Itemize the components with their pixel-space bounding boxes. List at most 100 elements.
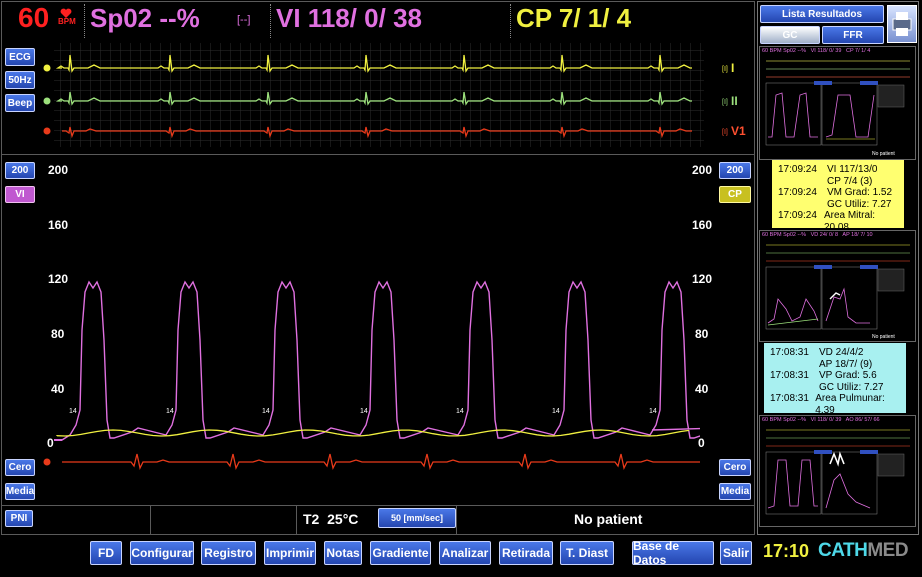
right-scale-80: 80	[695, 327, 709, 341]
left-scale-button[interactable]: 200	[5, 162, 35, 179]
result-value: GC Utiliz: 7.27	[827, 198, 892, 210]
print-results-icon[interactable]	[887, 5, 917, 43]
result-thumbnail-2[interactable]: 60 BPM Sp02 --% VD 24/ 0/ 8 AP 18/ 7/ 10…	[759, 230, 916, 342]
pullback-button[interactable]: Retirada	[499, 541, 553, 565]
left-mean-button[interactable]: Media	[5, 483, 35, 500]
result-time	[770, 359, 819, 371]
left-scale-120: 120	[48, 272, 69, 286]
header-divider	[84, 4, 85, 38]
right-zero-button[interactable]: Cero	[719, 459, 751, 476]
ecg-traces	[43, 54, 692, 139]
result-row: AP 18/7/ (9)	[770, 359, 900, 371]
left-scale-40: 40	[51, 382, 65, 396]
record-button[interactable]: Registro	[201, 541, 256, 565]
database-button[interactable]: Base de Datos	[632, 539, 714, 567]
right-mean-button[interactable]: Media	[719, 483, 751, 500]
result-value: VM Grad: 1.52	[827, 187, 893, 198]
vi-channel-button[interactable]: VI	[5, 186, 35, 203]
right-scale-0: 0	[698, 436, 705, 450]
result-value: VD 24/4/2	[819, 347, 864, 358]
right-scale-40: 40	[695, 382, 709, 396]
cp-pressure-trace	[56, 429, 690, 437]
result-value: VP Grad: 5.6	[819, 370, 877, 381]
exit-button[interactable]: Salir	[720, 541, 752, 565]
result-row: 17:08:31 VP Grad: 5.6	[770, 370, 900, 382]
left-zero-button[interactable]: Cero	[5, 459, 35, 476]
beat-marker: 14	[456, 408, 464, 415]
status-divider	[456, 506, 457, 535]
lead-ii-label: II	[731, 94, 738, 108]
result-card-1[interactable]: 17:09:24 VI 117/13/0 CP 7/4 (3) 17:09:24 VM …	[772, 160, 904, 233]
ecg-waveform-area	[43, 43, 704, 147]
print-button[interactable]: Imprimir	[264, 541, 316, 565]
result-time: 17:08:31	[770, 393, 809, 404]
thumbnail-traces	[765, 429, 910, 515]
lead-marker	[43, 97, 51, 105]
filter-50hz-button[interactable]: 50Hz	[5, 71, 35, 89]
right-scale-160: 160	[692, 218, 713, 232]
tab-ffr[interactable]: FFR	[822, 26, 884, 44]
spo2-readout: Sp02 --%	[90, 3, 200, 33]
result-row: CP 7/4 (3)	[778, 176, 898, 188]
right-scale-200: 200	[692, 163, 713, 177]
result-value: CP 7/4 (3)	[827, 175, 873, 187]
cp-pressure-readout: CP 7/ 1/ 4	[516, 3, 632, 33]
thumbnail-traces	[765, 60, 910, 146]
result-time	[770, 382, 819, 394]
temperature-readout: T2 25°C	[303, 511, 359, 527]
ecg-button[interactable]: ECG	[5, 48, 35, 66]
result-time: 17:08:31	[770, 370, 809, 381]
notes-button[interactable]: Notas	[324, 541, 362, 565]
lead-v1-label: V1	[731, 124, 746, 138]
thumbnail-status: No patient	[872, 151, 895, 157]
configure-button[interactable]: Configurar	[130, 541, 194, 565]
result-value: GC Utiliz: 7.27	[819, 381, 884, 393]
cp-channel-button[interactable]: CP	[719, 186, 751, 203]
result-card-2[interactable]: 17:08:31 VD 24/4/2 AP 18/7/ (9) 17:08:31 VP …	[764, 343, 906, 416]
beat-marker: 14	[552, 408, 560, 415]
patient-name: No patient	[574, 511, 643, 527]
thumbnail-header: 60 BPM Sp02 --% VI 118/ 0/ 39 CP 7/ 1/ 4	[762, 48, 871, 54]
result-time: 17:09:24	[778, 187, 817, 198]
clock: 17:10	[763, 541, 810, 561]
analyze-button[interactable]: Analizar	[439, 541, 491, 565]
lead-i-label: I	[731, 61, 735, 75]
heart-rate-unit: BPM	[58, 17, 76, 26]
sweep-speed-button[interactable]: 50 [mm/sec]	[378, 508, 456, 528]
spo2-bracket: [--]	[237, 14, 251, 26]
ecg-trace-ii	[55, 91, 692, 106]
beep-button[interactable]: Beep	[5, 94, 35, 112]
diastolic-time-button[interactable]: T. Diast	[560, 541, 614, 565]
results-list-button[interactable]: Lista Resultados	[760, 5, 884, 23]
monitor-frame	[1, 1, 755, 535]
result-thumbnail-1[interactable]: 60 BPM Sp02 --% VI 118/ 0/ 39 CP 7/ 1/ 4…	[759, 46, 916, 160]
lead-marker	[43, 64, 51, 72]
fd-button[interactable]: FD	[90, 541, 122, 565]
ecg-trace-v1	[62, 126, 692, 139]
result-value: Area Mitral: 20.08	[823, 210, 876, 233]
result-row: GC Utiliz: 7.27	[770, 382, 900, 394]
result-thumbnail-3[interactable]: 60 BPM Sp02 --% VI 118/ 0/ 39 AO 86/ 57/…	[759, 415, 916, 527]
result-row: 17:09:24 VI 117/13/0	[778, 164, 898, 176]
result-row: 17:09:24 Area Mitral: 20.08	[778, 210, 898, 233]
thumbnail-status: No patient	[872, 334, 895, 340]
result-time: 17:09:24	[778, 210, 817, 221]
status-divider	[296, 506, 297, 535]
thumbnail-header: 60 BPM Sp02 --% VD 24/ 0/ 8 AP 18/ 7/ 10	[762, 232, 873, 238]
beat-marker: 14	[649, 408, 657, 415]
status-divider	[150, 506, 151, 535]
right-scale-button[interactable]: 200	[719, 162, 751, 179]
vi-pressure-readout: VI 118/ 0/ 38	[276, 3, 423, 33]
logo-cath: CATH	[818, 540, 868, 561]
lead-marker	[43, 458, 51, 466]
gradient-button[interactable]: Gradiente	[370, 541, 431, 565]
logo-med: MED	[867, 540, 909, 561]
lead-marker	[43, 127, 51, 135]
bottom-ecg-trace	[62, 453, 700, 470]
result-row: 17:08:31 VD 24/4/2	[770, 347, 900, 359]
tab-gc[interactable]: GC	[760, 26, 820, 44]
beat-marker: 14	[69, 408, 77, 415]
heart-rate-value: 60	[18, 2, 50, 33]
pni-button[interactable]: PNI	[5, 510, 33, 527]
beat-marker: 14	[262, 408, 270, 415]
